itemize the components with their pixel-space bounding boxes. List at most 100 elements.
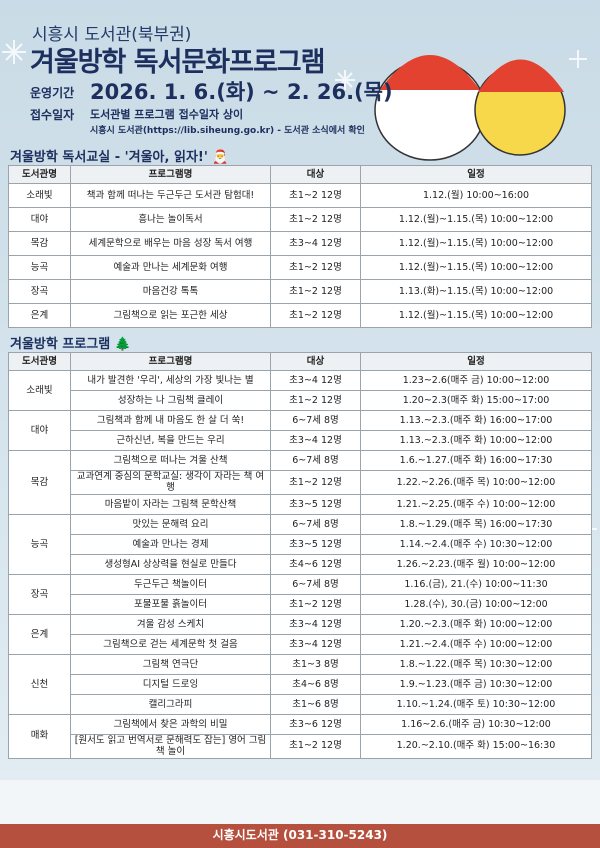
section-title: 겨울방학 독서교실 - '겨울아, 읽자!' 🎅 [10,150,229,165]
table-cell: 책과 함께 떠나는 두근두근 도서관 탐험대! [70,183,271,208]
table-cell: 6~7세 8명 [270,513,361,535]
table-cell: 6~7세 8명 [270,573,361,595]
table-cell: 그림책에서 찾은 과학의 비밀 [70,713,271,735]
table-cell: 목감 [8,231,71,256]
table-row: 은계 겨울 감성 스케치 초3~4 12명 1.20.~2.3.(매주 화) 10:0… [8,613,592,655]
column-header: 일정 [360,352,592,371]
table-row: 은계 그림책으로 읽는 포근한 세상 초1~2 12명 1.12.(월)~1.15.(… [8,303,592,328]
table-cell: 1.14.~2.4.(매주 수) 10:30~12:00 [360,533,592,555]
table-row: 매화 그림책에서 찾은 과학의 비밀 초3~6 12명 1.16~2.6.(매주 금)… [8,713,592,759]
table-row: 캘리그라피 초1~6 8명 1.10.~1.24.(매주 토) 10:30~12:0… [9,693,592,715]
reception: 도서관별 프로그램 접수일자 상이 [90,108,244,121]
table-cell: 6~7세 8명 [270,410,361,431]
table-cell: 캘리그라피 [70,693,271,715]
table-cell: 초3~4 12명 [270,370,361,391]
table-cell: 마음건강 톡톡 [70,279,271,304]
programs-table: 도서관명 프로그램명 대상 일정 소래빛 내가 발견한 '우리', 세상의 가장 빛나는 … [8,352,592,759]
table-cell: 그림책 연극단 [70,653,271,675]
table-cell: 초4~6 12명 [270,553,361,575]
table-cell: 근하신년, 복을 만드는 우리 [70,430,271,451]
table-cell: 1.9.~1.23.(매주 금) 10:30~12:00 [360,673,592,695]
table-cell: 흥나는 놀이독서 [70,207,271,232]
table-cell: 겨울 감성 스케치 [70,613,271,635]
column-header: 대상 [270,165,361,184]
reading-class-table: 도서관명 프로그램명 대상 일정 소래빛 책과 함께 떠나는 두근두근 도서관 탐험대! 초… [8,165,592,328]
library-cell: 소래빛 [8,370,71,411]
table-row: 대야 흥나는 놀이독서 초1~2 12명 1.12.(월)~1.15.(목) 10:0… [8,207,592,232]
table-row: 소래빛 내가 발견한 '우리', 세상의 가장 빛나는 별 초3~4 12명 1.23… [8,370,592,411]
table-row: 장곡 두근두근 책놀이터 6~7세 8명 1.16.(금), 21.(수) 10:00… [8,573,592,615]
table-cell: 은계 [8,303,71,328]
table-cell: 초1~2 12명 [270,593,361,615]
table-cell: 두근두근 책놀이터 [70,573,271,595]
table-cell: 교과연계 중심의 문학교실: 생각이 자라는 책 여행 [70,470,271,495]
table-cell: 세계문학으로 배우는 마음 성장 독서 여행 [70,231,271,256]
table-cell: [원서도 읽고 번역서로 문해력도 잡는] 영어 그림책 놀이 [70,733,271,759]
table-cell: 포물포물 흙놀이터 [70,593,271,615]
table-cell: 1.13.~2.3.(매주 화) 16:00~17:00 [360,410,592,431]
table-cell: 1.12.(월)~1.15.(목) 10:00~12:00 [360,303,592,328]
table-cell: 그림책으로 읽는 포근한 세상 [70,303,271,328]
table-row: 근하신년, 복을 만드는 우리 초3~4 12명 1.13.~2.3.(매주 화) … [9,430,592,451]
table-cell: 초1~2 12명 [270,183,361,208]
period-label: 운영기간 [30,86,75,100]
table-cell: 그림책으로 걷는 세계문학 첫 걸음 [70,633,271,655]
table-row: 디지털 드로잉 초4~6 8명 1.9.~1.23.(매주 금) 10:30~12:… [9,673,592,695]
table-cell: 그림책으로 떠나는 겨울 산책 [70,450,271,471]
column-header: 프로그램명 [70,165,271,184]
table-cell: 맛있는 문해력 요리 [70,513,271,535]
table-cell: 초1~2 12명 [270,255,361,280]
table-row: 장곡 마음건강 톡톡 초1~2 12명 1.13.(화)~1.15.(목) 10:00… [8,279,592,304]
table-cell: 1.13.~2.3.(매주 화) 10:00~12:00 [360,430,592,451]
library-cell: 목감 [8,450,71,515]
header-row: 도서관명 프로그램명 대상 일정 [8,165,592,184]
table-cell: 생성형AI 상상력을 현실로 만들다 [70,553,271,575]
library-cell: 장곡 [8,573,71,615]
table-cell: 예술과 만나는 경제 [70,533,271,555]
table-cell: 초3~4 12명 [270,430,361,451]
table-cell: 대야 [8,207,71,232]
table-cell: 예술과 만나는 세계문화 여행 [70,255,271,280]
table-cell: 내가 발견한 '우리', 세상의 가장 빛나는 별 [70,370,271,391]
table-cell: 1.13.(화)~1.15.(목) 10:00~12:00 [360,279,592,304]
table-cell: 1.6.~1.27.(매주 화) 16:00~17:30 [360,450,592,471]
table-cell: 1.20~2.3(매주 화) 15:00~17:00 [360,390,592,411]
table-cell: 초3~4 12명 [270,633,361,655]
table-cell: 1.22.~2.26.(매주 목) 10:00~12:00 [360,470,592,495]
table-row: 생성형AI 상상력을 현실로 만들다 초4~6 12명 1.26.~2.23.(매주… [9,553,592,575]
table-cell: 소래빛 [8,183,71,208]
table-row: 능곡 예술과 만나는 세계문화 여행 초1~2 12명 1.12.(월)~1.15.(… [8,255,592,280]
library-cell: 능곡 [8,513,71,575]
table-cell: 초1~2 12명 [270,733,361,759]
column-header: 도서관명 [8,352,71,371]
table-row: 대야 그림책과 함께 내 마음도 한 살 더 쑥! 6~7세 8명 1.13.~2.3… [8,410,592,451]
table-cell: 1.12.(월)~1.15.(목) 10:00~12:00 [360,231,592,256]
table-row: 포물포물 흙놀이터 초1~2 12명 1.28.(수), 30.(금) 10:00~… [9,593,592,615]
table-cell: 초3~5 12명 [270,493,361,515]
period: 2026. 1. 6.(화) ~ 2. 26.(목) [90,80,393,104]
table-cell: 초1~2 12명 [270,470,361,495]
org-name: 시흥시 도서관(북부권) [32,25,192,45]
table-cell: 1.10.~1.24.(매주 토) 10:30~12:00 [360,693,592,715]
table-cell: 초3~6 12명 [270,713,361,735]
table-cell: 1.23~2.6(매주 금) 10:00~12:00 [360,370,592,391]
table-cell: 성장하는 나 그림책 클레이 [70,390,271,411]
table-cell: 초4~6 8명 [270,673,361,695]
table-cell: 6~7세 8명 [270,450,361,471]
table-cell: 초1~2 12명 [270,390,361,411]
table-cell: 1.28.(수), 30.(금) 10:00~12:00 [360,593,592,615]
table-row: 마음밭이 자라는 그림책 문학산책 초3~5 12명 1.21.~2.25.(매주 … [9,493,592,515]
table-cell: 1.26.~2.23.(매주 월) 10:00~12:00 [360,553,592,575]
table-cell: 초1~2 12명 [270,279,361,304]
header-row: 도서관명 프로그램명 대상 일정 [8,352,592,371]
table-cell: 마음밭이 자라는 그림책 문학산책 [70,493,271,515]
table-row: 예술과 만나는 경제 초3~5 12명 1.14.~2.4.(매주 수) 10:30… [9,533,592,555]
table-cell: 초3~5 12명 [270,533,361,555]
table-cell: 1.8.~1.22.(매주 목) 10:30~12:00 [360,653,592,675]
table-cell: 1.8.~1.29.(매주 목) 16:00~17:30 [360,513,592,535]
table-cell: 1.12.(월)~1.15.(목) 10:00~12:00 [360,207,592,232]
table-row: 교과연계 중심의 문학교실: 생각이 자라는 책 여행 초1~2 12명 1.22.… [9,470,592,495]
title: 겨울방학 독서문화프로그램 [30,47,325,78]
table-cell: 능곡 [8,255,71,280]
